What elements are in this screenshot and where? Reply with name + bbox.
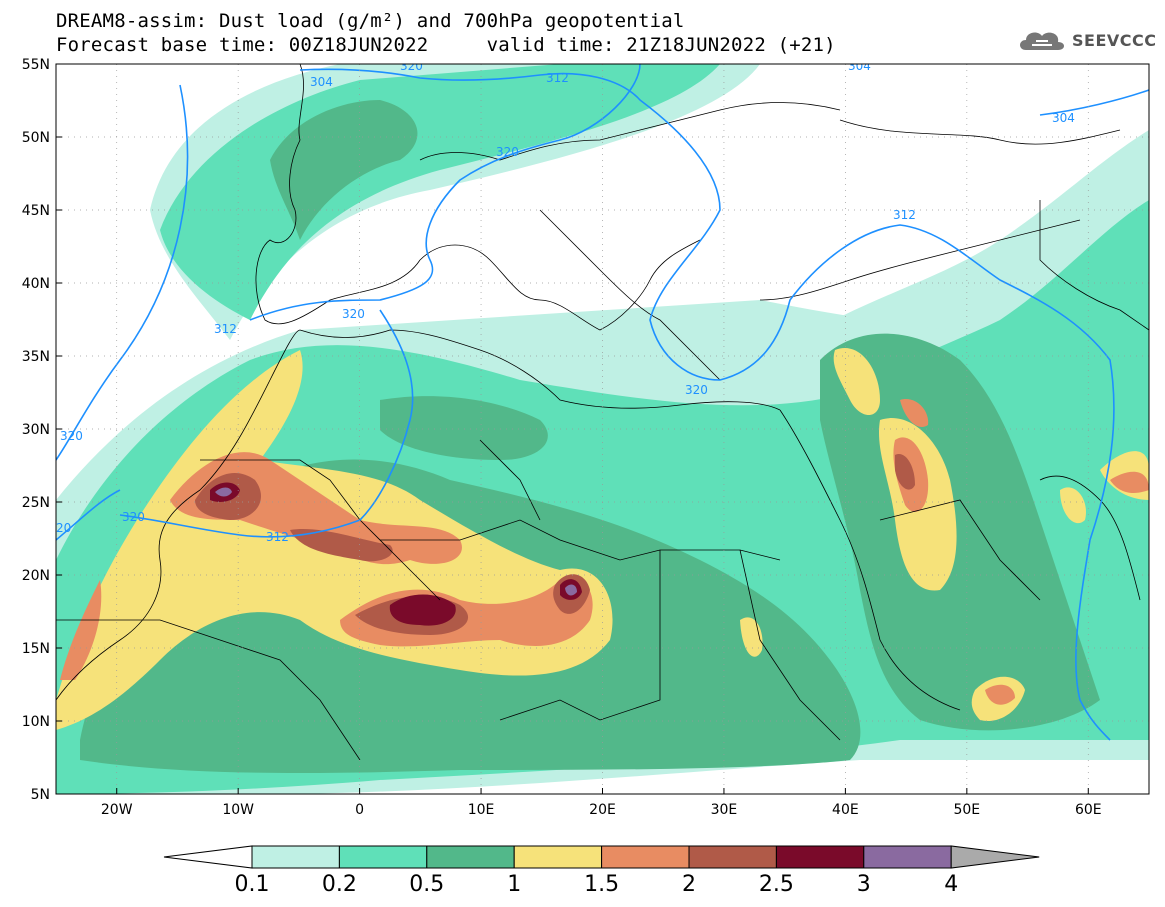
dust-field: 304 312 304 304 320 312 320 312 320 320 … (56, 59, 1149, 794)
colorbar-low-arrow (163, 845, 253, 869)
colorbar-label: 2.5 (759, 872, 794, 897)
contour-labels: 304 312 304 304 320 312 320 312 320 320 … (56, 59, 1075, 544)
colorbar-swatch (426, 845, 515, 869)
contour-label: 304 (1052, 111, 1075, 125)
contour-label: 312 (266, 530, 289, 544)
contour-label: 304 (848, 59, 871, 73)
lon-tick-label: 20W (101, 802, 133, 818)
contour-label: 312 (893, 208, 916, 222)
map-title: DREAM8-assim: Dust load (g/m²) and 700hP… (56, 10, 685, 32)
latitude-axis: 55N 50N 45N 40N 35N 30N 25N 20N 15N 10N 5N (22, 57, 62, 803)
colorbar-label: 0.1 (235, 872, 270, 897)
lat-tick-label: 25N (22, 495, 50, 511)
colorbar-swatch (863, 845, 952, 869)
lat-tick-label: 20N (22, 568, 50, 584)
lon-tick-label: 50E (953, 802, 980, 818)
colorbar-label: 0.5 (409, 872, 444, 897)
grid-lines (56, 64, 1149, 794)
colorbar-label: 0.2 (322, 872, 357, 897)
colorbar-swatch (338, 845, 428, 869)
lat-tick-label: 30N (22, 422, 50, 438)
longitude-axis: 20W 10W 0 10E 20E 30E 40E 50E 60E (101, 788, 1102, 818)
contour-label: 320 (60, 429, 83, 443)
colorbar-label: 2 (682, 872, 696, 897)
contour-label: 320 (685, 383, 708, 397)
lat-tick-label: 55N (22, 57, 50, 73)
lat-tick-label: 15N (22, 641, 50, 657)
colorbar-label: 4 (944, 872, 958, 897)
colorbar-swatch (251, 845, 340, 869)
logo-text: SEEVCCC (1072, 30, 1157, 50)
colorbar-label: 3 (857, 872, 871, 897)
lat-tick-label: 5N (31, 787, 50, 803)
lon-tick-label: 40E (832, 802, 859, 818)
lat-tick-label: 40N (22, 276, 50, 292)
lon-tick-label: 10W (222, 802, 254, 818)
cloud-icon (1020, 32, 1064, 50)
lon-tick-label: 20E (589, 802, 616, 818)
lon-tick-label: 60E (1075, 802, 1102, 818)
contour-label: 320 (496, 145, 519, 159)
contour-label: 320 (342, 307, 365, 321)
lat-tick-label: 45N (22, 203, 50, 219)
lon-tick-label: 0 (355, 802, 364, 818)
lon-tick-label: 30E (711, 802, 738, 818)
colorbar-swatch (688, 845, 777, 869)
contour-label: 320 (122, 510, 145, 524)
contour-label: 312 (546, 71, 569, 85)
colorbar-label: 1 (507, 872, 521, 897)
colorbar-high-arrow (950, 845, 1040, 869)
contour-label: 304 (310, 75, 333, 89)
colorbar-label: 1.5 (584, 872, 619, 897)
seevccc-logo: SEEVCCC (1016, 26, 1157, 54)
lat-tick-label: 35N (22, 349, 50, 365)
forecast-time-line: Forecast base time: 00Z18JUN2022 valid t… (56, 34, 836, 56)
lon-tick-label: 10E (468, 802, 495, 818)
lat-tick-label: 10N (22, 714, 50, 730)
colorbar: 0.1 0.2 0.5 1 1.5 2 2.5 3 4 (163, 845, 1040, 897)
colorbar-swatch (601, 845, 690, 869)
lat-tick-label: 50N (22, 130, 50, 146)
colorbar-swatch (513, 845, 603, 869)
contour-label: 312 (214, 322, 237, 336)
country-borders (56, 64, 1149, 761)
dust-band-3 (215, 487, 577, 596)
contour-label: 20 (56, 521, 71, 535)
colorbar-swatch (775, 845, 865, 869)
contour-label: 320 (400, 59, 423, 73)
